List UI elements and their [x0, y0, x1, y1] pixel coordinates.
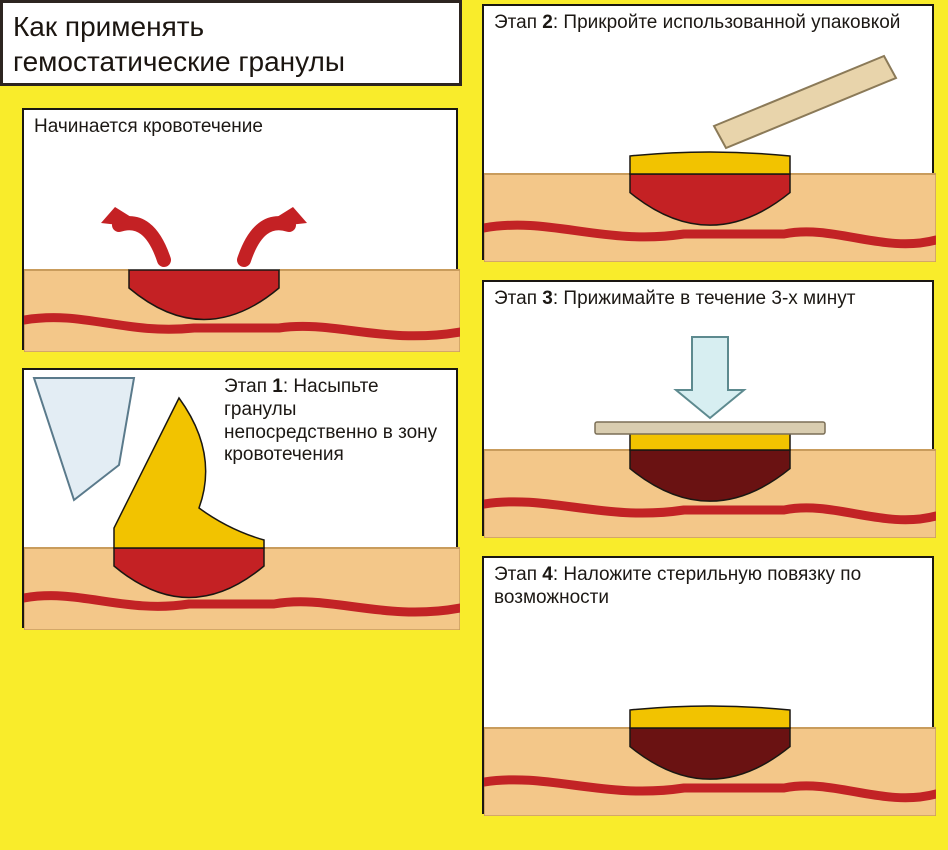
panel-step3: Этап 3: Прижимайте в течение 3-х минут: [482, 280, 934, 536]
infographic-page: Как применятьгемостатические гранулы Начи…: [0, 0, 948, 850]
title-box: Как применятьгемостатические гранулы: [0, 0, 462, 86]
panel-illustration-step3: [484, 282, 936, 538]
panel-step1: Этап 1: Насыпьте гранулы непосредственно…: [22, 368, 458, 628]
panel-illustration-step1: [24, 370, 460, 630]
title-line2: гемостатические гранулы: [13, 44, 449, 79]
panel-illustration-step2: [484, 6, 936, 262]
panel-illustration-step4: [484, 558, 936, 816]
panel-intro: Начинается кровотечение: [22, 108, 458, 350]
panel-illustration-intro: [24, 110, 460, 352]
panel-step2: Этап 2: Прикройте использованной упаковк…: [482, 4, 934, 260]
title-line1: Как применять: [13, 9, 449, 44]
panel-step4: Этап 4: Наложите стерильную повязку по в…: [482, 556, 934, 814]
